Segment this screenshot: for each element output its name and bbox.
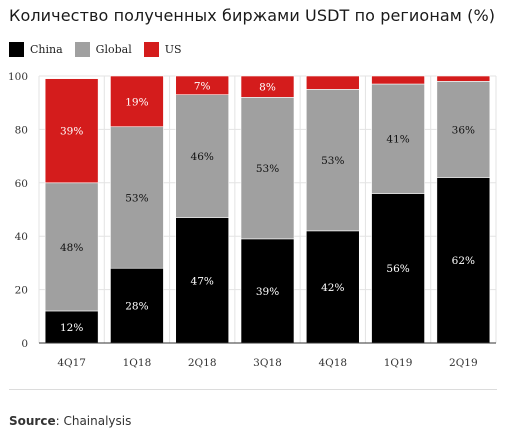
bar-segment-us	[436, 75, 491, 82]
data-label-global: 41%	[386, 134, 409, 146]
bar-segment-global	[175, 94, 230, 218]
data-label-china: 56%	[386, 263, 409, 275]
bar-segment-china	[175, 217, 230, 344]
y-tick-label: 0	[21, 338, 28, 350]
source-note: Source: Chainalysis	[9, 414, 131, 428]
bar-segment-china	[436, 177, 491, 344]
y-tick-label: 20	[15, 285, 28, 297]
legend-item-global: Global	[74, 41, 132, 57]
legend-label-us: US	[164, 42, 182, 56]
legend-label-china: China	[30, 42, 63, 56]
bar-segment-global	[305, 89, 360, 232]
bar-layer	[44, 75, 491, 344]
y-tick-label: 40	[15, 231, 28, 243]
bar-segment-us	[305, 75, 360, 90]
source-separator: :	[55, 414, 64, 428]
source-label: Source	[9, 414, 56, 428]
chart-title: Количество полученных биржами USDT по ре…	[9, 6, 496, 25]
legend-swatch-china	[9, 41, 24, 57]
data-label-global: 46%	[191, 151, 214, 163]
data-label-us: 39%	[60, 126, 83, 138]
data-label-us: 7%	[194, 80, 211, 92]
data-label-us: 8%	[259, 82, 276, 94]
data-label-china: 12%	[60, 322, 83, 334]
bar-segment-global	[240, 97, 295, 240]
bar-segment-us	[44, 78, 99, 184]
x-tick-label: 1Q19	[384, 357, 413, 369]
data-label-china: 62%	[452, 255, 475, 267]
source-text: Chainalysis	[63, 414, 132, 428]
data-label-global: 53%	[321, 155, 344, 167]
bar-segment-china	[240, 238, 295, 344]
x-tick-label: 4Q18	[318, 357, 347, 369]
chart-legend: China Global US	[9, 40, 194, 58]
y-tick-label: 100	[8, 71, 28, 83]
footer-divider	[9, 389, 497, 390]
legend-swatch-global	[74, 41, 90, 57]
bar-segment-global	[44, 182, 99, 312]
data-label-global: 53%	[256, 163, 279, 175]
x-tick-label: 4Q17	[57, 357, 86, 369]
data-label-global: 53%	[125, 192, 148, 204]
bar-segment-china	[110, 267, 164, 344]
axis-layer: 0 20 40 60 80 100 4Q17 1Q18 2Q18 3Q18 4Q18 1Q19 2Q19	[8, 71, 496, 369]
legend-item-us: US	[143, 41, 182, 57]
x-tick-label: 3Q18	[253, 357, 282, 369]
bar-segment-us	[240, 75, 295, 98]
label-layer: 12% 48% 39% 28% 53% 19% 47% 46% 7% 39% 53% 8% 42% 53%…	[60, 80, 475, 334]
data-label-us: 19%	[125, 96, 148, 108]
x-tick-label: 1Q18	[123, 357, 152, 369]
legend-item-china: China	[9, 41, 63, 57]
bar-segment-us	[175, 75, 230, 95]
bar-segment-china	[44, 310, 99, 344]
legend-label-global: Global	[95, 42, 132, 56]
x-tick-label: 2Q19	[449, 357, 478, 369]
data-label-china: 28%	[125, 301, 148, 313]
x-tick-label: 2Q18	[188, 357, 217, 369]
data-label-global: 36%	[452, 124, 475, 136]
legend-swatch-us	[143, 41, 159, 57]
data-label-china: 47%	[191, 275, 214, 287]
bar-segment-china	[305, 230, 360, 344]
data-label-china: 42%	[321, 282, 344, 294]
bar-segment-us	[371, 75, 425, 85]
data-label-global: 48%	[60, 242, 83, 254]
bar-segment-global	[436, 81, 491, 178]
data-label-china: 39%	[256, 286, 279, 298]
bar-segment-us	[110, 75, 164, 128]
y-tick-label: 80	[15, 124, 28, 136]
bar-segment-global	[371, 83, 425, 194]
y-tick-label: 60	[15, 178, 28, 190]
